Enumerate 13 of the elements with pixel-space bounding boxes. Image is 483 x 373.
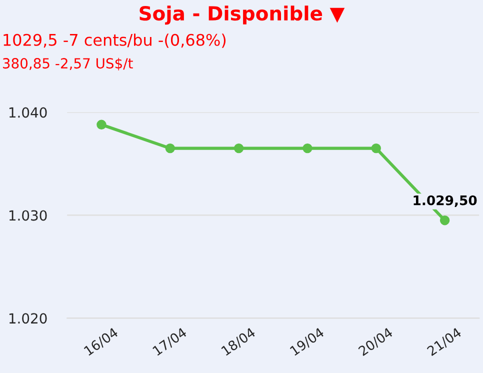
point <box>440 216 450 226</box>
point <box>165 143 175 154</box>
chart-subtitle: 1029,5 -7 cents/bu -(0,68%) <box>4 34 226 48</box>
y-tick-label: 1.030 <box>9 210 47 221</box>
point <box>234 143 244 154</box>
text: 380,85 -2,57 US$/t <box>2 58 133 70</box>
data-label: 1.029,50 <box>414 195 477 207</box>
point <box>96 120 106 130</box>
point <box>371 143 381 154</box>
point <box>302 143 312 154</box>
y-tick-label: 1.020 <box>9 313 47 324</box>
chart-title: Soja - Disponible ▼ <box>140 6 345 25</box>
y-tick-label: 1.040 <box>9 107 47 118</box>
